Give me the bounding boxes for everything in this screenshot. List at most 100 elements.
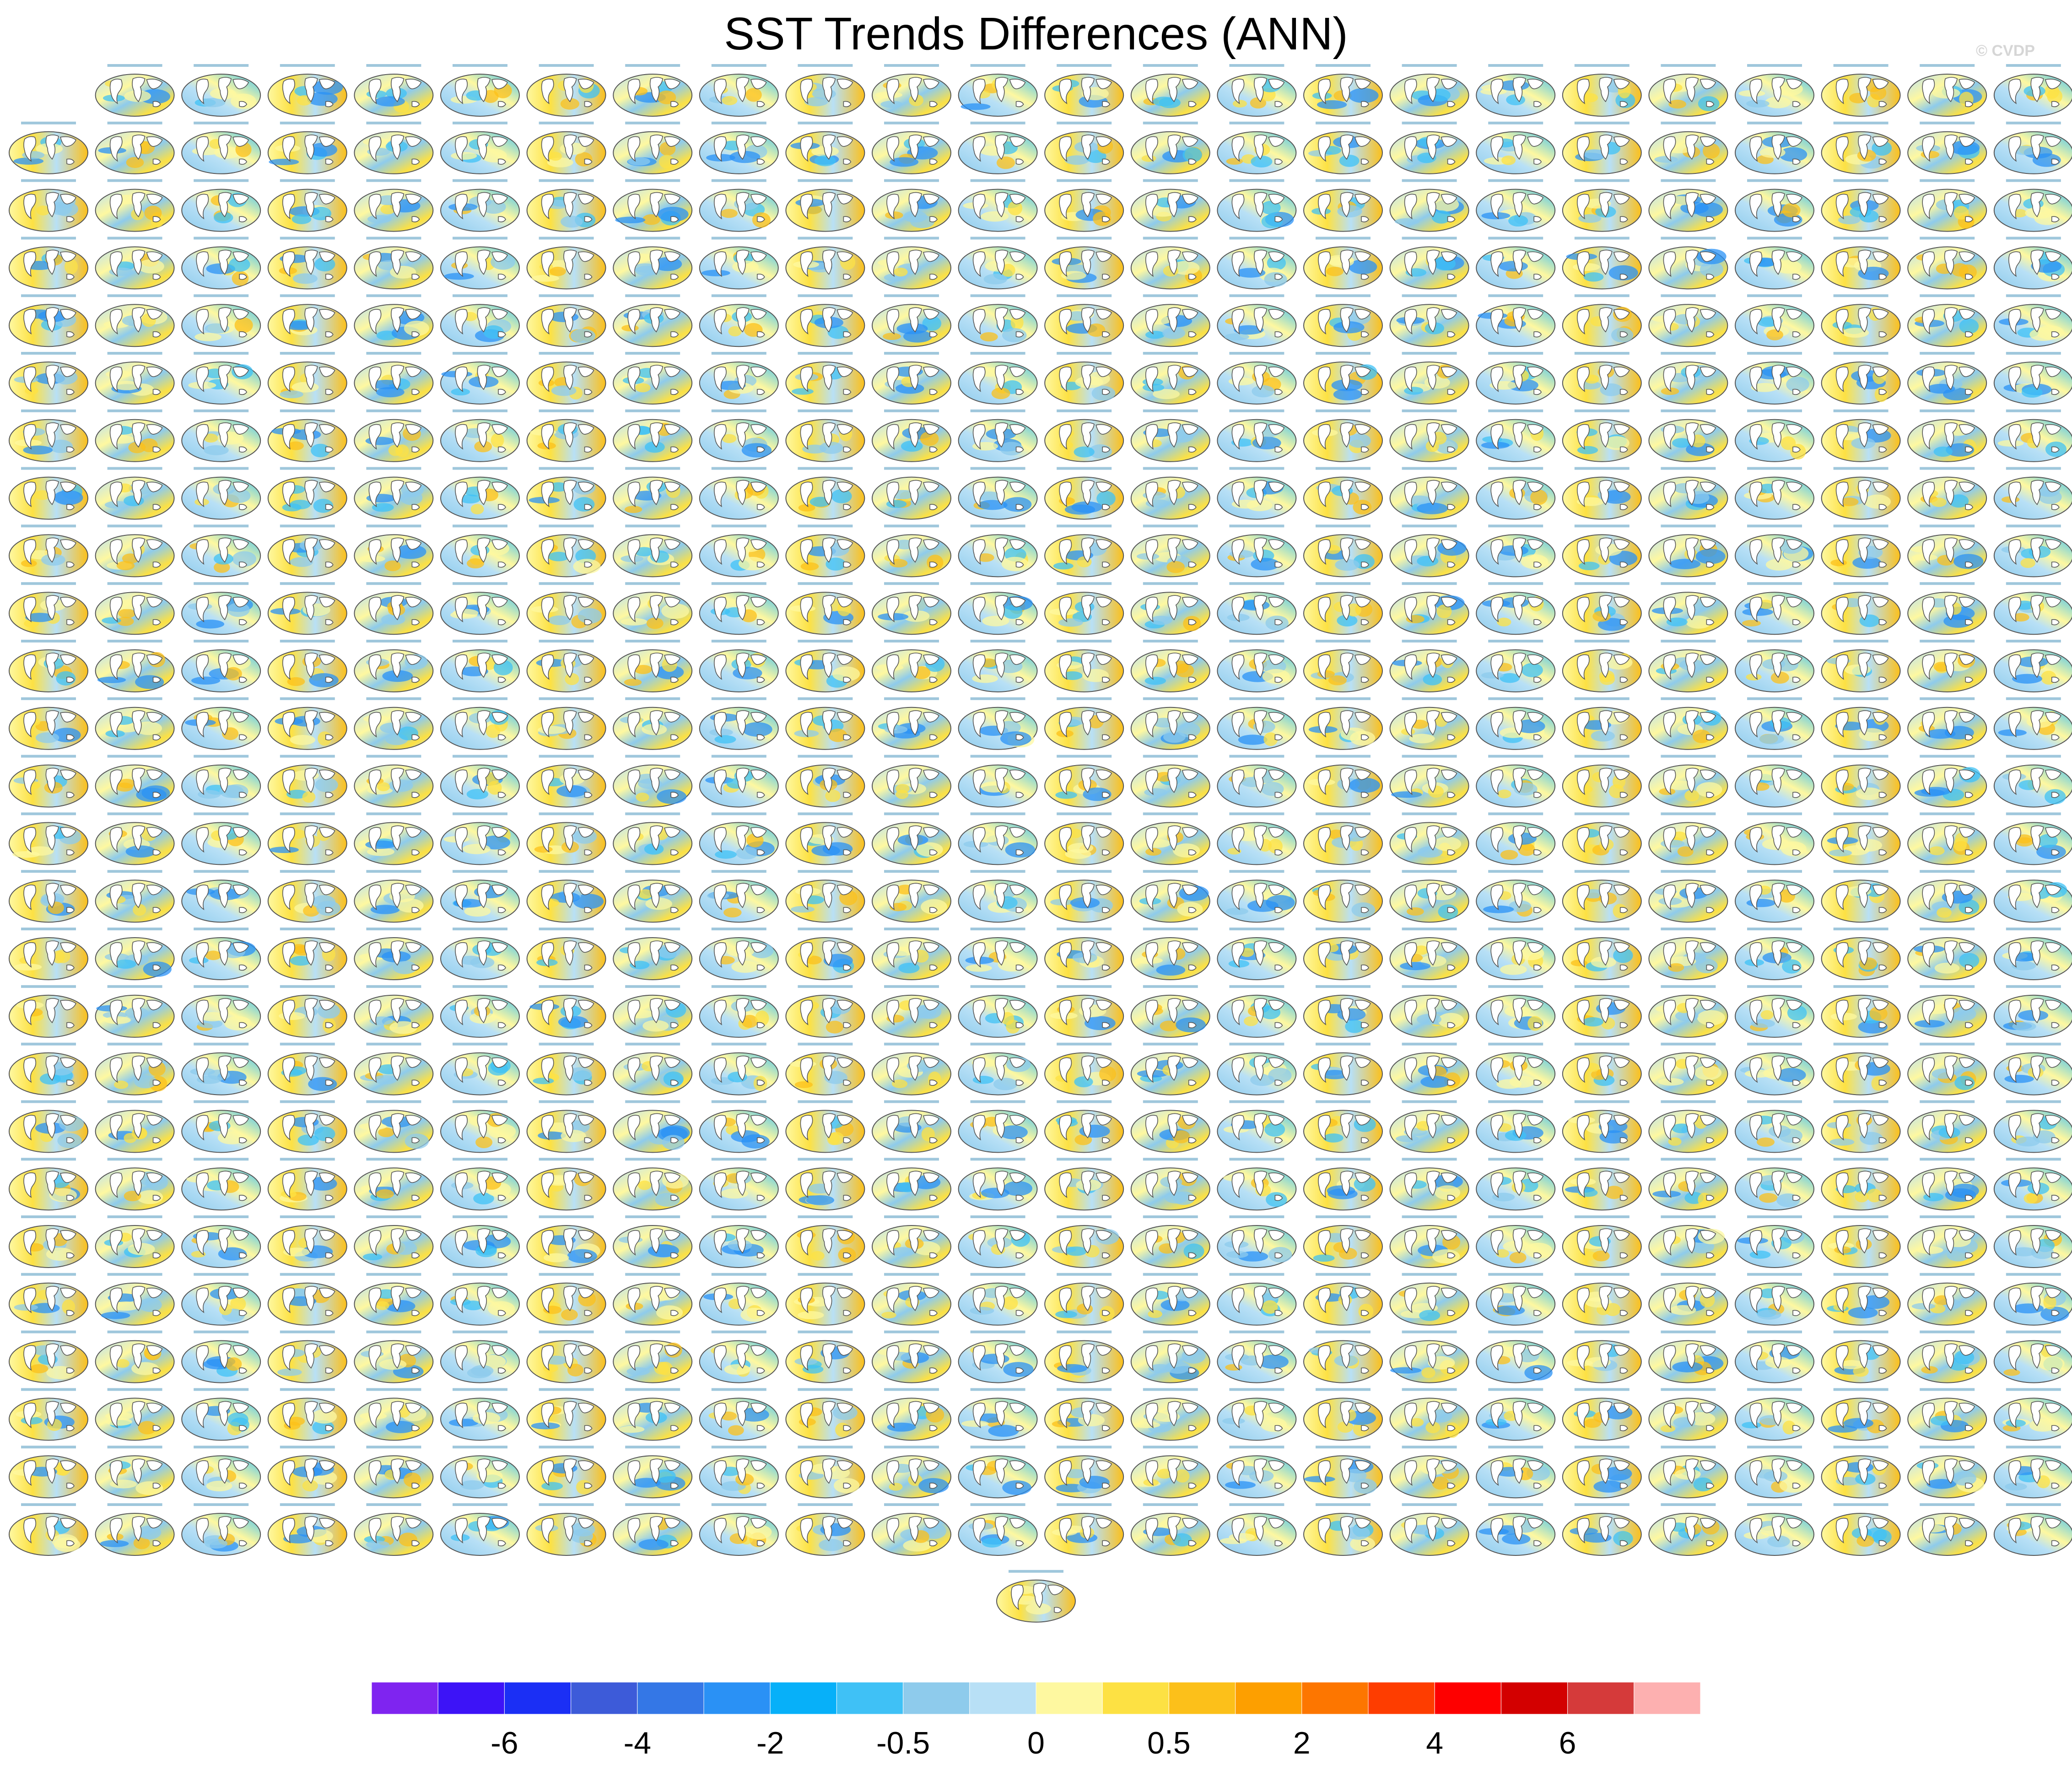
map-panel (958, 1446, 1038, 1499)
map-panel (1476, 697, 1556, 750)
map-panel (785, 640, 865, 692)
map-panel (1217, 1042, 1297, 1096)
map-panel (95, 1388, 175, 1441)
map-panel (1044, 812, 1124, 865)
map-panel (526, 467, 606, 520)
map-panel (1993, 928, 2072, 980)
map-panel (1044, 1273, 1124, 1326)
map-panel (95, 237, 175, 290)
map-panel (1907, 1446, 1987, 1499)
map-panel (1303, 64, 1383, 117)
map-panel (1907, 1503, 1987, 1556)
map-panel (613, 179, 693, 232)
map-panel (1130, 755, 1210, 808)
colorbar-box (1634, 1682, 1701, 1715)
map-panel (354, 64, 434, 117)
map-panel (872, 640, 951, 692)
map-panel (1476, 467, 1556, 520)
map-panel (9, 1446, 88, 1499)
map-panel (1044, 1100, 1124, 1153)
map-panel (95, 1100, 175, 1153)
map-panel (440, 928, 520, 980)
map-panel (354, 870, 434, 923)
map-panel (1130, 1330, 1210, 1383)
map-panel (1303, 812, 1383, 865)
map-panel (1648, 870, 1728, 923)
map-panel (1907, 352, 1987, 405)
map-panel (181, 1330, 261, 1383)
map-panel (1389, 1503, 1469, 1556)
map-panel (1303, 294, 1383, 347)
map-panel (1389, 64, 1469, 117)
map-panel (699, 467, 779, 520)
map-panel (1044, 1330, 1124, 1383)
map-panel (1735, 64, 1814, 117)
map-panel (1821, 1215, 1901, 1268)
map-panel (1648, 467, 1728, 520)
map-panel (1389, 1273, 1469, 1326)
map-panel (958, 1273, 1038, 1326)
map-panel (95, 985, 175, 1038)
map-panel (95, 1215, 175, 1268)
map-panel (1217, 1330, 1297, 1383)
map-panel (1389, 755, 1469, 808)
map-panel (785, 409, 865, 462)
map-panel (613, 1215, 693, 1268)
map-panel (1130, 467, 1210, 520)
map-panel (785, 1273, 865, 1326)
map-panel (267, 1100, 347, 1153)
map-panel (699, 237, 779, 290)
map-panel (95, 928, 175, 980)
map-panel (95, 179, 175, 232)
map-panel (1907, 294, 1987, 347)
map-panel (1562, 870, 1642, 923)
map-panel (872, 1446, 951, 1499)
map-panel (95, 352, 175, 405)
map-panel (1907, 755, 1987, 808)
map-panel (267, 352, 347, 405)
map-panel (1735, 755, 1814, 808)
map-panel (1476, 237, 1556, 290)
map-panel (1907, 697, 1987, 750)
map-panel (1389, 352, 1469, 405)
colorbar-box (836, 1682, 904, 1715)
map-panel (1044, 1503, 1124, 1556)
map-panel (1562, 582, 1642, 635)
map-panel (1303, 870, 1383, 923)
map-panel (1303, 640, 1383, 692)
map-panel (267, 524, 347, 578)
map-panel (1821, 697, 1901, 750)
map-panel (1993, 1330, 2072, 1383)
map-panel (1303, 755, 1383, 808)
map-panel (1389, 294, 1469, 347)
map-panel (1044, 640, 1124, 692)
map-panel (958, 1158, 1038, 1211)
map-panel (1044, 294, 1124, 347)
map-panel (1735, 121, 1814, 174)
map-panel (872, 121, 951, 174)
map-panel (1476, 1100, 1556, 1153)
map-panel (1044, 870, 1124, 923)
map-panel (699, 409, 779, 462)
map-panel (1907, 1042, 1987, 1096)
map-panel (354, 640, 434, 692)
map-panel (1303, 1042, 1383, 1096)
map-panel (1303, 1388, 1383, 1441)
map-panel (699, 1330, 779, 1383)
map-panel (1389, 985, 1469, 1038)
map-panel (526, 294, 606, 347)
map-panel (354, 1273, 434, 1326)
map-panel (613, 409, 693, 462)
colorbar-box (1036, 1682, 1103, 1715)
map-panel (1562, 985, 1642, 1038)
map-panel (181, 1100, 261, 1153)
map-panel (1476, 1042, 1556, 1096)
map-panel (1993, 1100, 2072, 1153)
map-panel (526, 352, 606, 405)
map-panel (1821, 179, 1901, 232)
map-panel (1993, 409, 2072, 462)
map-panel (1562, 755, 1642, 808)
map-panel (1130, 1215, 1210, 1268)
map-panel (1389, 1158, 1469, 1211)
map-panel (1821, 237, 1901, 290)
